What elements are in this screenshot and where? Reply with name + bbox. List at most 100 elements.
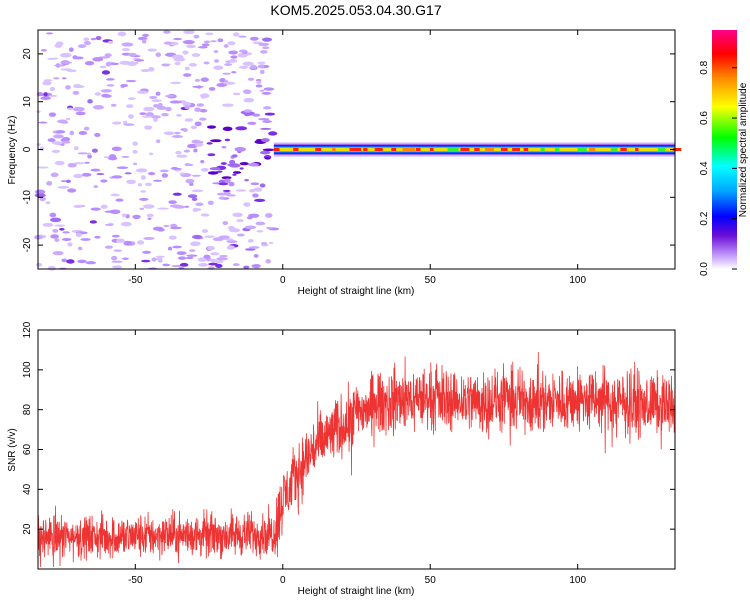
y-tick-label: 20 [22,48,33,60]
noise-blob [65,117,71,121]
noise-blob [65,179,71,184]
noise-blob [171,135,184,138]
noise-blob [213,65,224,70]
noise-blob [73,204,83,209]
noise-blob [113,249,123,252]
noise-blob [228,50,238,55]
noise-blob [224,63,233,66]
noise-blob [80,238,91,241]
y-tick-label: 100 [22,361,33,378]
noise-blob [193,34,200,39]
noise-blob [226,245,235,250]
noise-blob [263,106,272,110]
noise-blob [140,68,151,73]
noise-blob [77,259,87,264]
noise-blob [128,114,134,119]
noise-blob [259,50,268,54]
noise-blob [152,179,163,182]
noise-blob [170,223,178,228]
noise-blob [90,37,97,41]
noise-blob [92,105,105,110]
noise-blob [223,81,236,85]
noise-blob [179,262,189,267]
noise-blob [95,35,102,41]
spectrogram-panel: -50 0 50 100 -20 -10 0 10 20 Height of straight… [7,29,682,297]
noise-blob [155,255,165,258]
noise-blob [232,171,242,174]
noise-blob [256,80,262,85]
noise-blob [155,52,162,58]
noise-blob [226,240,238,244]
noise-blob [85,261,96,265]
noise-blob [255,221,266,226]
noise-blob [83,37,90,42]
noise-blob [255,84,263,88]
noise-blob [53,64,66,67]
noise-blob [84,60,95,66]
noise-blob [243,265,250,269]
noise-blob [228,181,235,187]
noise-blob [196,103,205,107]
noise-blob [243,97,255,103]
signal-core-segment [363,148,368,151]
noise-blob [144,125,153,130]
noise-blob [153,104,160,108]
noise-blob [40,49,47,52]
noise-blob [207,171,219,175]
y-tick-label: -10 [22,190,33,205]
noise-blob [170,81,182,85]
snr-x-label: Height of straight line (km) [298,586,415,597]
noise-blob [139,197,149,201]
noise-blob [236,233,245,237]
noise-blob [194,121,202,127]
noise-blob [121,213,127,218]
noise-blob [116,166,129,170]
noise-blob [75,232,82,238]
noise-blob [40,96,52,101]
noise-blob [213,59,220,63]
noise-blob [153,117,158,122]
y-tick-label: -20 [22,237,33,252]
noise-blob [176,251,187,256]
noise-blob [266,226,273,230]
signal-core-segment [447,148,459,151]
noise-blob [37,166,49,169]
noise-blob [235,189,247,192]
noise-blob [223,44,229,48]
noise-blob [132,150,138,154]
noise-blob [47,138,56,143]
noise-blob [50,172,59,178]
noise-blob [104,53,112,58]
noise-blob [261,46,270,50]
signal-core-segment [315,148,322,151]
noise-blob [176,113,182,117]
noise-blob [61,237,72,241]
noise-blob [123,240,133,246]
noise-blob [231,71,237,74]
noise-blob [262,37,272,42]
noise-blob [222,72,231,75]
noise-blob [152,226,164,231]
noise-blob [35,262,43,267]
noise-blob [186,143,198,149]
noise-blob [238,35,247,38]
noise-blob [72,55,78,60]
noise-blob [223,238,234,241]
noise-blob [142,33,149,37]
noise-blob [50,217,62,223]
noise-blob [48,94,58,97]
signal-core-segment [474,148,480,151]
noise-blob [229,159,236,165]
snr-y-label: SNR (v/v) [7,428,18,471]
signal-core-segment [293,148,299,151]
noise-blob [94,132,101,137]
noise-blob [208,86,216,91]
noise-blob [91,148,98,153]
noise-blob [57,185,70,189]
noise-blob [146,213,154,218]
noise-blob [77,152,89,155]
signal-core-segment [332,148,336,151]
noise-blob [60,180,67,183]
noise-blob [169,204,182,208]
noise-blob [172,192,182,196]
